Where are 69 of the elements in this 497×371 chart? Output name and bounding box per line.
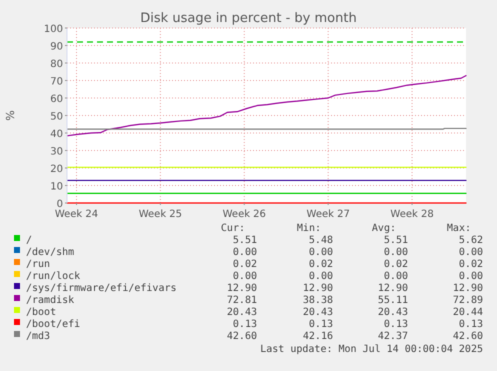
text: 5.48 bbox=[308, 235, 333, 246]
x-tick-label: Week 25 bbox=[138, 209, 182, 220]
text: Cur: bbox=[220, 223, 245, 234]
legend-label: /boot bbox=[26, 307, 56, 318]
text: 0.02 bbox=[458, 259, 483, 270]
y-tick-label: 0 bbox=[56, 199, 63, 210]
text: Min: bbox=[296, 223, 321, 234]
text: 72.89 bbox=[452, 295, 483, 306]
text: 42.37 bbox=[378, 331, 408, 342]
text: 12.90 bbox=[302, 283, 333, 294]
y-axis-title: % bbox=[4, 110, 17, 121]
y-tick-label: 50 bbox=[50, 112, 63, 122]
text: 0.00 bbox=[458, 271, 483, 282]
legend-label: /run bbox=[26, 259, 50, 270]
text: 20.43 bbox=[302, 307, 333, 318]
text: 72.81 bbox=[226, 295, 257, 306]
text: 12.90 bbox=[378, 283, 408, 294]
chart-title: Disk usage in percent - by month bbox=[140, 11, 357, 26]
text: 0.13 bbox=[232, 319, 257, 330]
text: 0.02 bbox=[232, 259, 257, 270]
text: 20.43 bbox=[378, 307, 408, 318]
legend-label: /ramdisk bbox=[26, 295, 74, 306]
y-tick-label: 60 bbox=[50, 94, 63, 105]
text: 5.51 bbox=[232, 235, 257, 246]
y-tick-label: 10 bbox=[50, 182, 63, 192]
text: 0.02 bbox=[384, 259, 408, 270]
y-tick-label: 100 bbox=[44, 24, 63, 35]
text: 0.00 bbox=[384, 271, 408, 282]
y-tick-label: 40 bbox=[50, 129, 63, 140]
x-tick-label: Week 26 bbox=[222, 209, 266, 220]
legend-label: / bbox=[26, 235, 32, 246]
text: 5.62 bbox=[458, 235, 483, 246]
y-tick-label: 80 bbox=[50, 59, 63, 70]
legend-label: /run/lock bbox=[26, 271, 80, 282]
x-tick-label: Week 27 bbox=[306, 209, 350, 220]
text: 0.00 bbox=[308, 247, 333, 258]
x-tick-label: Week 24 bbox=[54, 209, 98, 220]
text: 12.90 bbox=[226, 283, 257, 294]
y-tick-label: 90 bbox=[50, 42, 63, 52]
text: 0.13 bbox=[384, 319, 408, 330]
text: Last update: Mon Jul 14 00:00:04 2025 bbox=[260, 344, 483, 355]
text: 0.00 bbox=[232, 247, 257, 258]
text: 42.16 bbox=[302, 331, 333, 342]
text: Avg: bbox=[372, 223, 396, 234]
legend-label: /boot/efi bbox=[26, 319, 80, 330]
y-tick-label: 70 bbox=[50, 76, 63, 88]
legend-label: /dev/shm bbox=[26, 247, 74, 258]
legend-label: /md3 bbox=[26, 331, 50, 342]
text: 0.02 bbox=[308, 259, 333, 270]
legend-label: /sys/firmware/efi/efivars bbox=[26, 283, 177, 294]
text: 42.60 bbox=[226, 331, 257, 342]
text: 0.00 bbox=[384, 247, 408, 258]
text: 0.13 bbox=[308, 319, 333, 330]
text: 0.00 bbox=[232, 271, 257, 282]
y-tick-label: 20 bbox=[50, 164, 63, 175]
text: 55.11 bbox=[378, 295, 408, 306]
text: 12.90 bbox=[452, 283, 483, 294]
text: 0.13 bbox=[458, 319, 483, 330]
y-tick-label: 30 bbox=[50, 146, 63, 158]
text: 5.51 bbox=[384, 235, 408, 246]
text: 20.43 bbox=[226, 307, 257, 318]
text: 0.00 bbox=[458, 247, 483, 258]
text: 42.60 bbox=[452, 331, 483, 342]
text: Max: bbox=[446, 223, 471, 234]
text: 20.44 bbox=[452, 307, 483, 318]
x-tick-label: Week 28 bbox=[390, 209, 434, 220]
line-series bbox=[66, 75, 467, 136]
text: 38.38 bbox=[302, 295, 333, 306]
text: 0.00 bbox=[308, 271, 333, 282]
